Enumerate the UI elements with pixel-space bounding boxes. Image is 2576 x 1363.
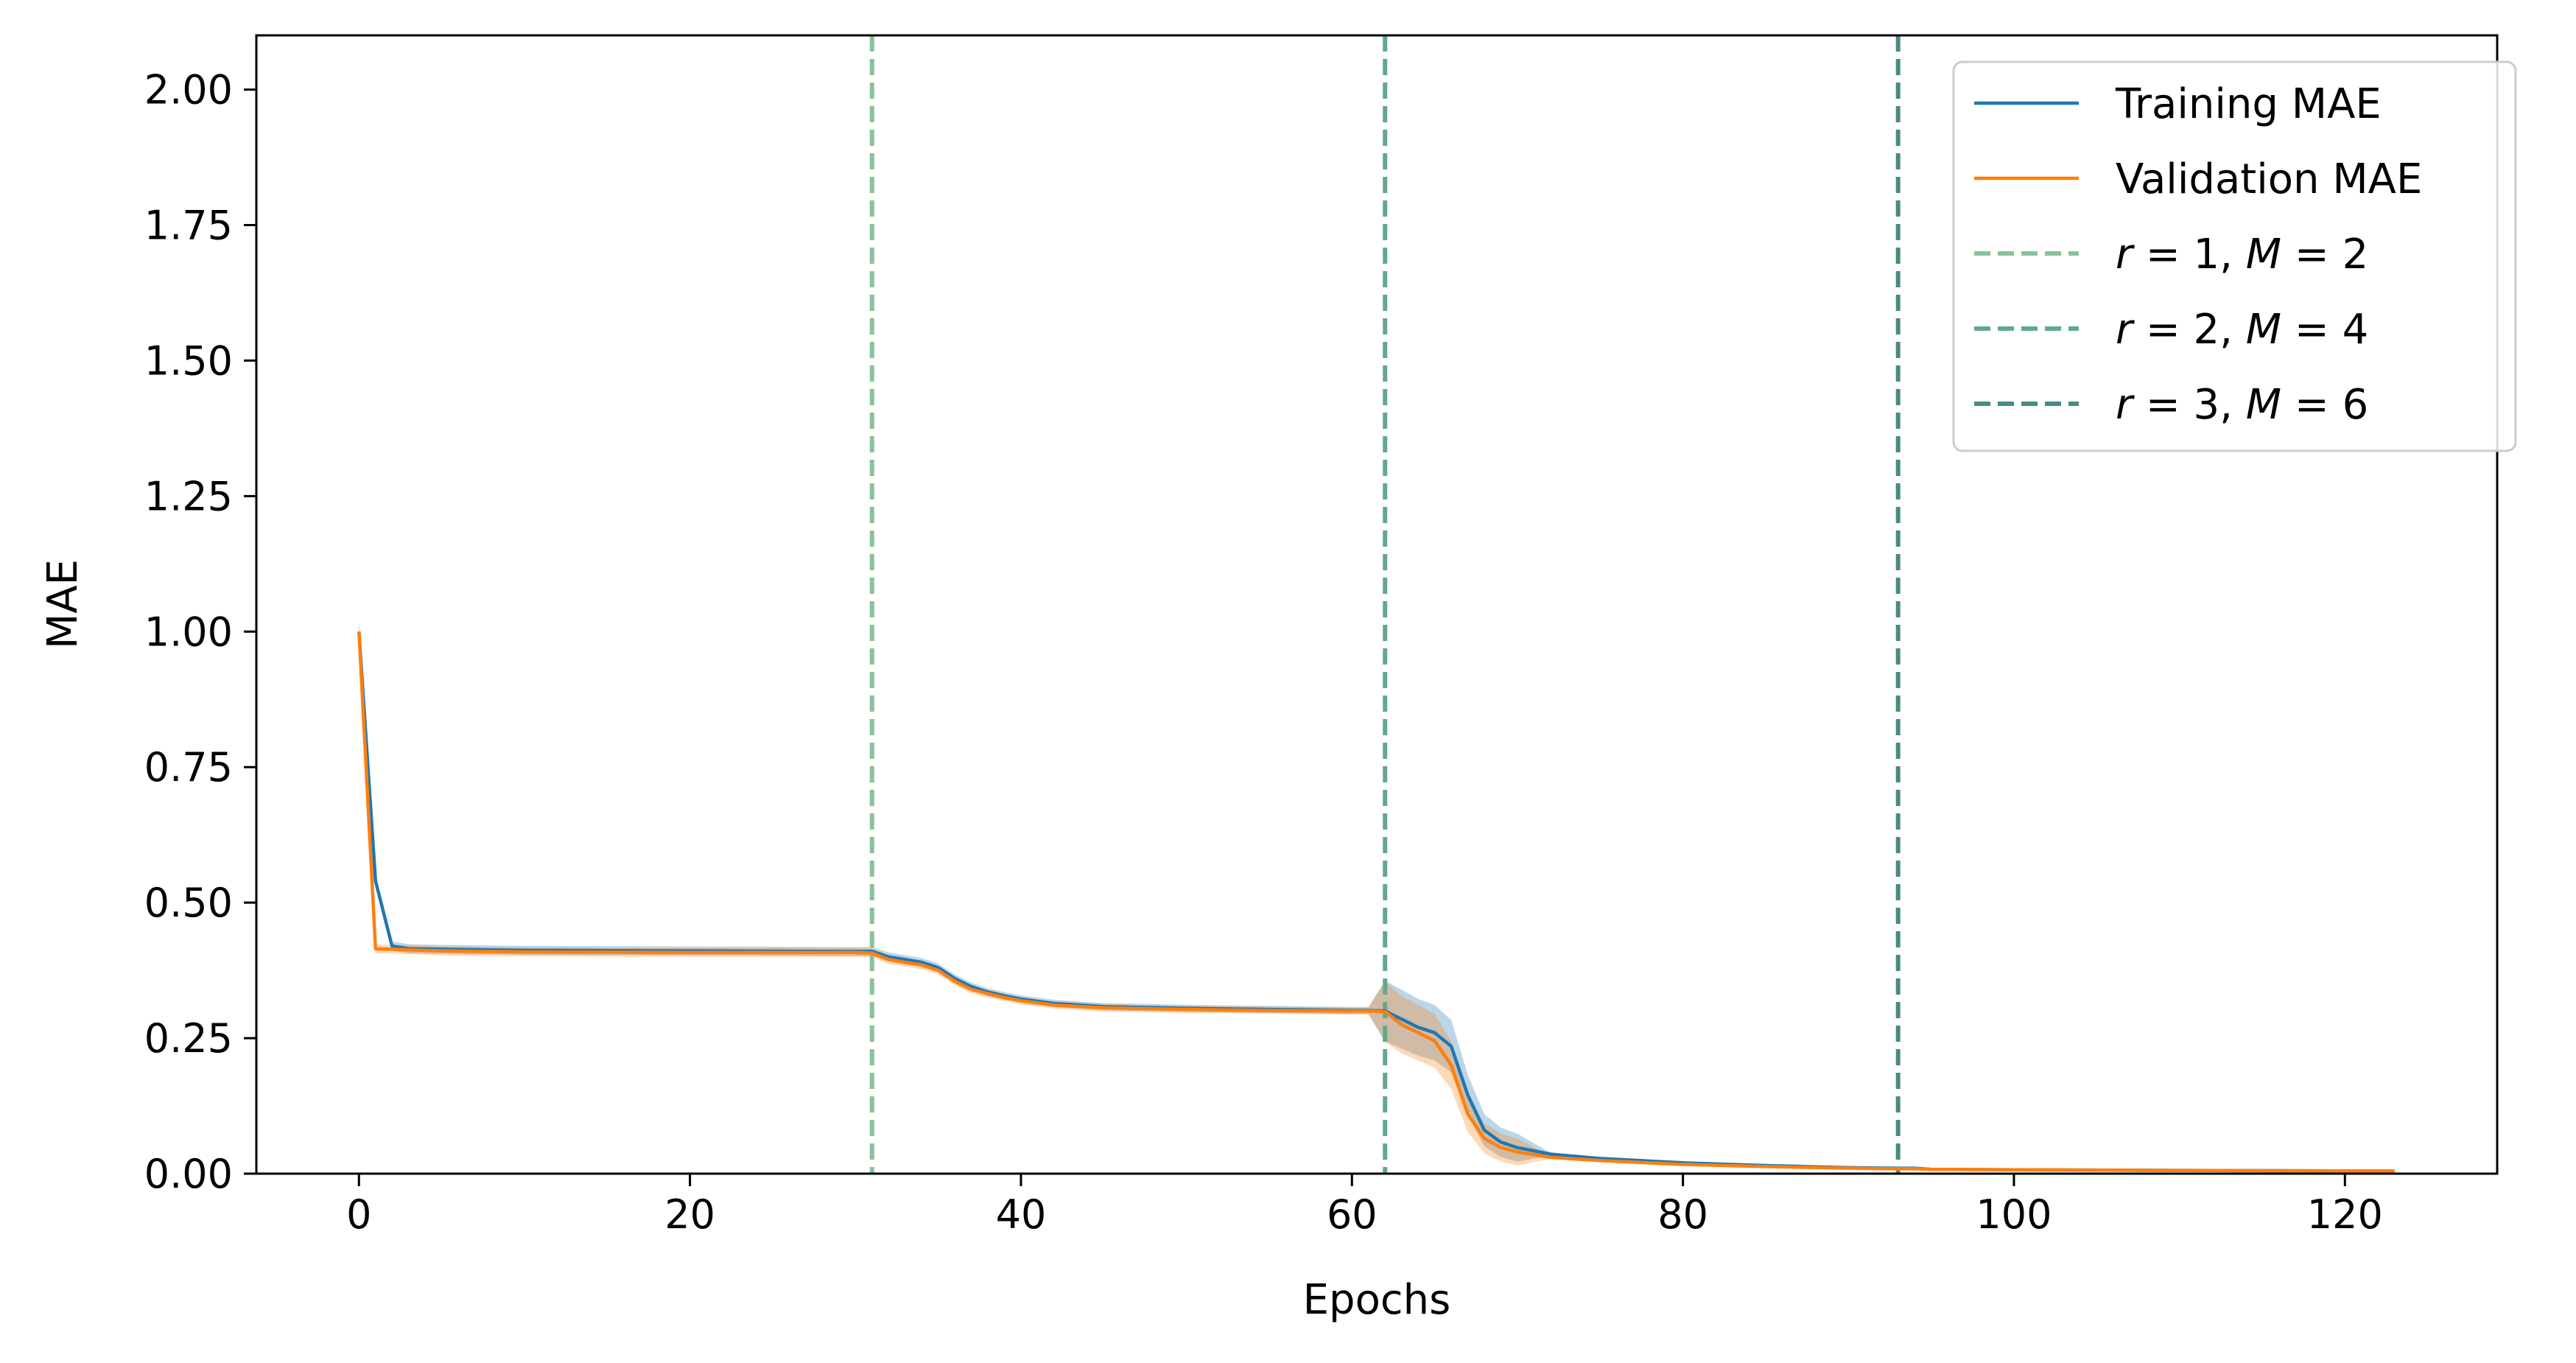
y-tick-label: 2.00 [144, 67, 233, 113]
x-axis-label: Epochs [1303, 1276, 1451, 1324]
y-tick-label: 1.75 [144, 203, 233, 249]
x-tick-label: 20 [664, 1191, 715, 1238]
y-tick-label: 1.00 [144, 609, 233, 655]
legend-box [1952, 60, 2517, 452]
plot-area [357, 35, 2395, 1174]
legend-label: r = 3, M = 6 [2116, 381, 2368, 429]
reference-lines [869, 35, 1901, 1174]
y-tick-label: 1.25 [144, 473, 233, 519]
legend-label: Validation MAE [2116, 155, 2422, 203]
x-tick-label: 100 [1976, 1191, 2052, 1238]
legend-label: r = 2, M = 4 [2116, 306, 2368, 354]
y-tick-label: 0.75 [144, 744, 233, 791]
y-tick-label: 0.00 [144, 1151, 233, 1197]
x-tick-label: 60 [1327, 1191, 1378, 1238]
legend-label: Training MAE [2115, 80, 2382, 128]
y-axis-ticks: 0.00 0.25 0.50 0.75 1.00 1.25 1.50 1.75 2.00 [144, 67, 256, 1197]
legend: Training MAE Validation MAE r = 1, M = 2 r … [1952, 60, 2517, 452]
x-tick-label: 120 [2307, 1191, 2383, 1238]
legend-label: r = 1, M = 2 [2116, 231, 2368, 278]
series-lines [357, 631, 2395, 1173]
series-line [357, 631, 2395, 1173]
x-axis-ticks: 0 20 40 60 80 100 120 [346, 1174, 2383, 1238]
y-tick-label: 0.25 [144, 1015, 233, 1062]
x-tick-label: 0 [346, 1191, 371, 1238]
x-tick-label: 80 [1657, 1191, 1708, 1238]
y-axis-label: MAE [39, 559, 87, 649]
y-tick-label: 1.50 [144, 337, 233, 384]
y-tick-label: 0.50 [144, 880, 233, 926]
plot-frame [255, 34, 2499, 1175]
x-tick-label: 40 [996, 1191, 1047, 1238]
